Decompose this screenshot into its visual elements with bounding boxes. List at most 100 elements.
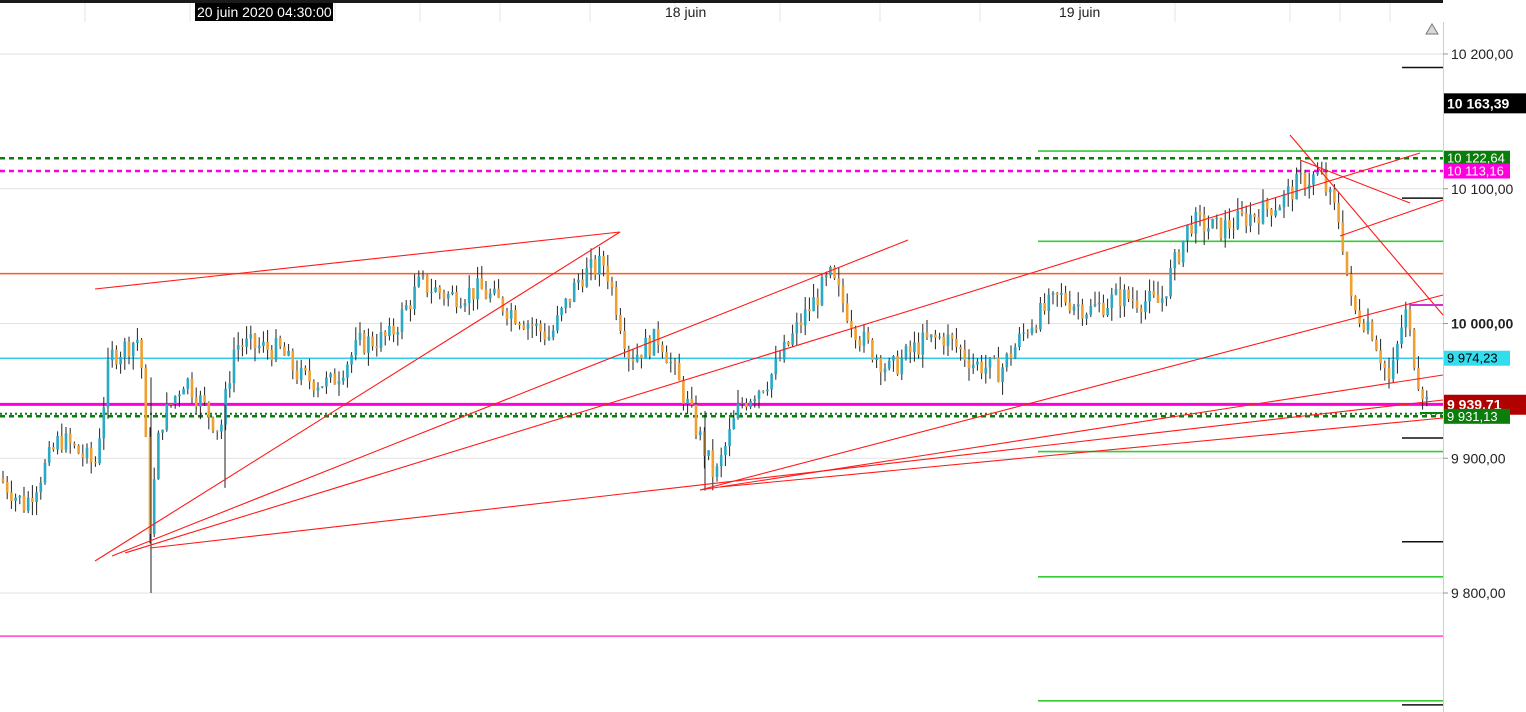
candle-body-89 — [375, 346, 379, 349]
candle-body-126 — [530, 324, 534, 326]
candle-body-222 — [934, 334, 937, 338]
candle-body-273 — [1148, 290, 1151, 302]
candle-body-207 — [871, 339, 874, 361]
candle-body-66 — [278, 337, 282, 347]
candle-body-148 — [623, 330, 626, 349]
candle-body-161 — [677, 363, 681, 381]
candle-body-128 — [539, 323, 542, 332]
candle-body-214 — [900, 358, 904, 375]
candle-body-233 — [980, 361, 983, 374]
candle-body-38 — [161, 429, 164, 433]
candle-body-326 — [1370, 321, 1374, 340]
candle-body-188 — [791, 333, 794, 345]
y-tick-label-0: 10 200,00 — [1451, 46, 1513, 62]
candle-body-83 — [350, 355, 353, 365]
candle-body-189 — [795, 322, 799, 334]
candle-body-219 — [921, 332, 925, 355]
candle-body-140 — [589, 259, 593, 268]
candle-body-27 — [115, 349, 118, 365]
candle-body-263 — [1106, 307, 1109, 316]
candle-body-169 — [711, 450, 715, 478]
candle-body-218 — [917, 342, 920, 355]
price-tag-label-0: 10 163,39 — [1447, 95, 1509, 111]
candle-body-49 — [207, 402, 211, 418]
candle-body-87 — [367, 336, 370, 353]
candle-body-209 — [879, 358, 883, 373]
candle-body-183 — [770, 374, 773, 390]
candle-body-192 — [808, 309, 811, 312]
candle-body-319 — [1341, 222, 1345, 252]
candle-body-122 — [514, 310, 517, 324]
candle-body-91 — [383, 331, 387, 336]
candle-body-146 — [614, 287, 618, 316]
candle-body-274 — [1152, 290, 1156, 295]
candle-body-145 — [610, 281, 614, 288]
trendline-9 — [1299, 159, 1411, 204]
candle-body-131 — [551, 330, 555, 338]
candle-body-305 — [1282, 193, 1286, 208]
cursor-date-label: 20 juin 2020 04:30:00 — [197, 4, 332, 20]
candle-body-338 — [1421, 389, 1424, 400]
candle-body-2 — [10, 492, 13, 501]
candle-body-244 — [1026, 332, 1030, 334]
candle-body-258 — [1085, 314, 1088, 319]
candle-body-153 — [644, 337, 647, 359]
candle-body-135 — [568, 298, 572, 302]
trendline-0 — [94, 231, 621, 290]
candle-body-306 — [1286, 186, 1290, 194]
candle-body-154 — [648, 337, 652, 356]
candle-body-174 — [732, 418, 736, 430]
candle-body-108 — [455, 292, 458, 308]
candle-body-106 — [446, 294, 450, 299]
candle-body-158 — [665, 352, 668, 364]
candle-body-80 — [337, 381, 341, 385]
candle-body-42 — [178, 394, 181, 397]
candle-body-283 — [1190, 224, 1193, 234]
trendline-3 — [124, 152, 1421, 554]
candle-body-247 — [1039, 302, 1042, 330]
candle-body-332 — [1396, 343, 1399, 361]
candle-body-269 — [1131, 298, 1135, 301]
candle-body-60 — [253, 334, 257, 349]
candle-body-206 — [866, 331, 870, 340]
candle-body-198 — [833, 266, 836, 279]
candle-body-210 — [883, 368, 887, 373]
candle-body-25 — [106, 360, 110, 408]
plot-area[interactable] — [0, 22, 1443, 712]
candle-body-115 — [484, 289, 488, 299]
candle-body-111 — [467, 288, 471, 304]
scroll-up-icon — [1425, 23, 1439, 35]
candle-body-279 — [1173, 252, 1177, 269]
candle-body-36 — [152, 479, 156, 535]
candle-body-129 — [543, 331, 547, 340]
candle-body-217 — [913, 342, 916, 353]
candle-body-138 — [581, 279, 584, 287]
candle-body-266 — [1118, 289, 1122, 307]
candle-body-136 — [572, 282, 576, 302]
candle-body-120 — [505, 311, 509, 319]
candle-body-59 — [249, 334, 253, 339]
candle-body-317 — [1333, 189, 1336, 203]
candle-body-72 — [304, 367, 307, 371]
candle-body-199 — [837, 278, 841, 286]
candle-body-270 — [1135, 300, 1139, 309]
candle-body-300 — [1261, 200, 1265, 224]
candle-body-1 — [5, 481, 9, 493]
price-tag-bg-2 — [1444, 163, 1510, 179]
candle-body-267 — [1123, 289, 1126, 307]
candle-body-10 — [43, 462, 47, 483]
candle-body-275 — [1156, 294, 1160, 303]
cursor-date-bg — [195, 3, 333, 21]
price-tag-label-1: 10 122,64 — [1447, 151, 1505, 166]
candle-body-155 — [652, 328, 656, 356]
candle-body-48 — [203, 395, 206, 403]
candle-body-292 — [1228, 220, 1231, 229]
trendline-2 — [111, 239, 909, 557]
candle-body-99 — [417, 276, 421, 287]
candle-body-11 — [47, 447, 51, 463]
candle-body-190 — [799, 322, 803, 326]
candle-body-127 — [535, 323, 538, 326]
candle-body-297 — [1249, 214, 1252, 226]
candle-body-276 — [1160, 298, 1164, 303]
